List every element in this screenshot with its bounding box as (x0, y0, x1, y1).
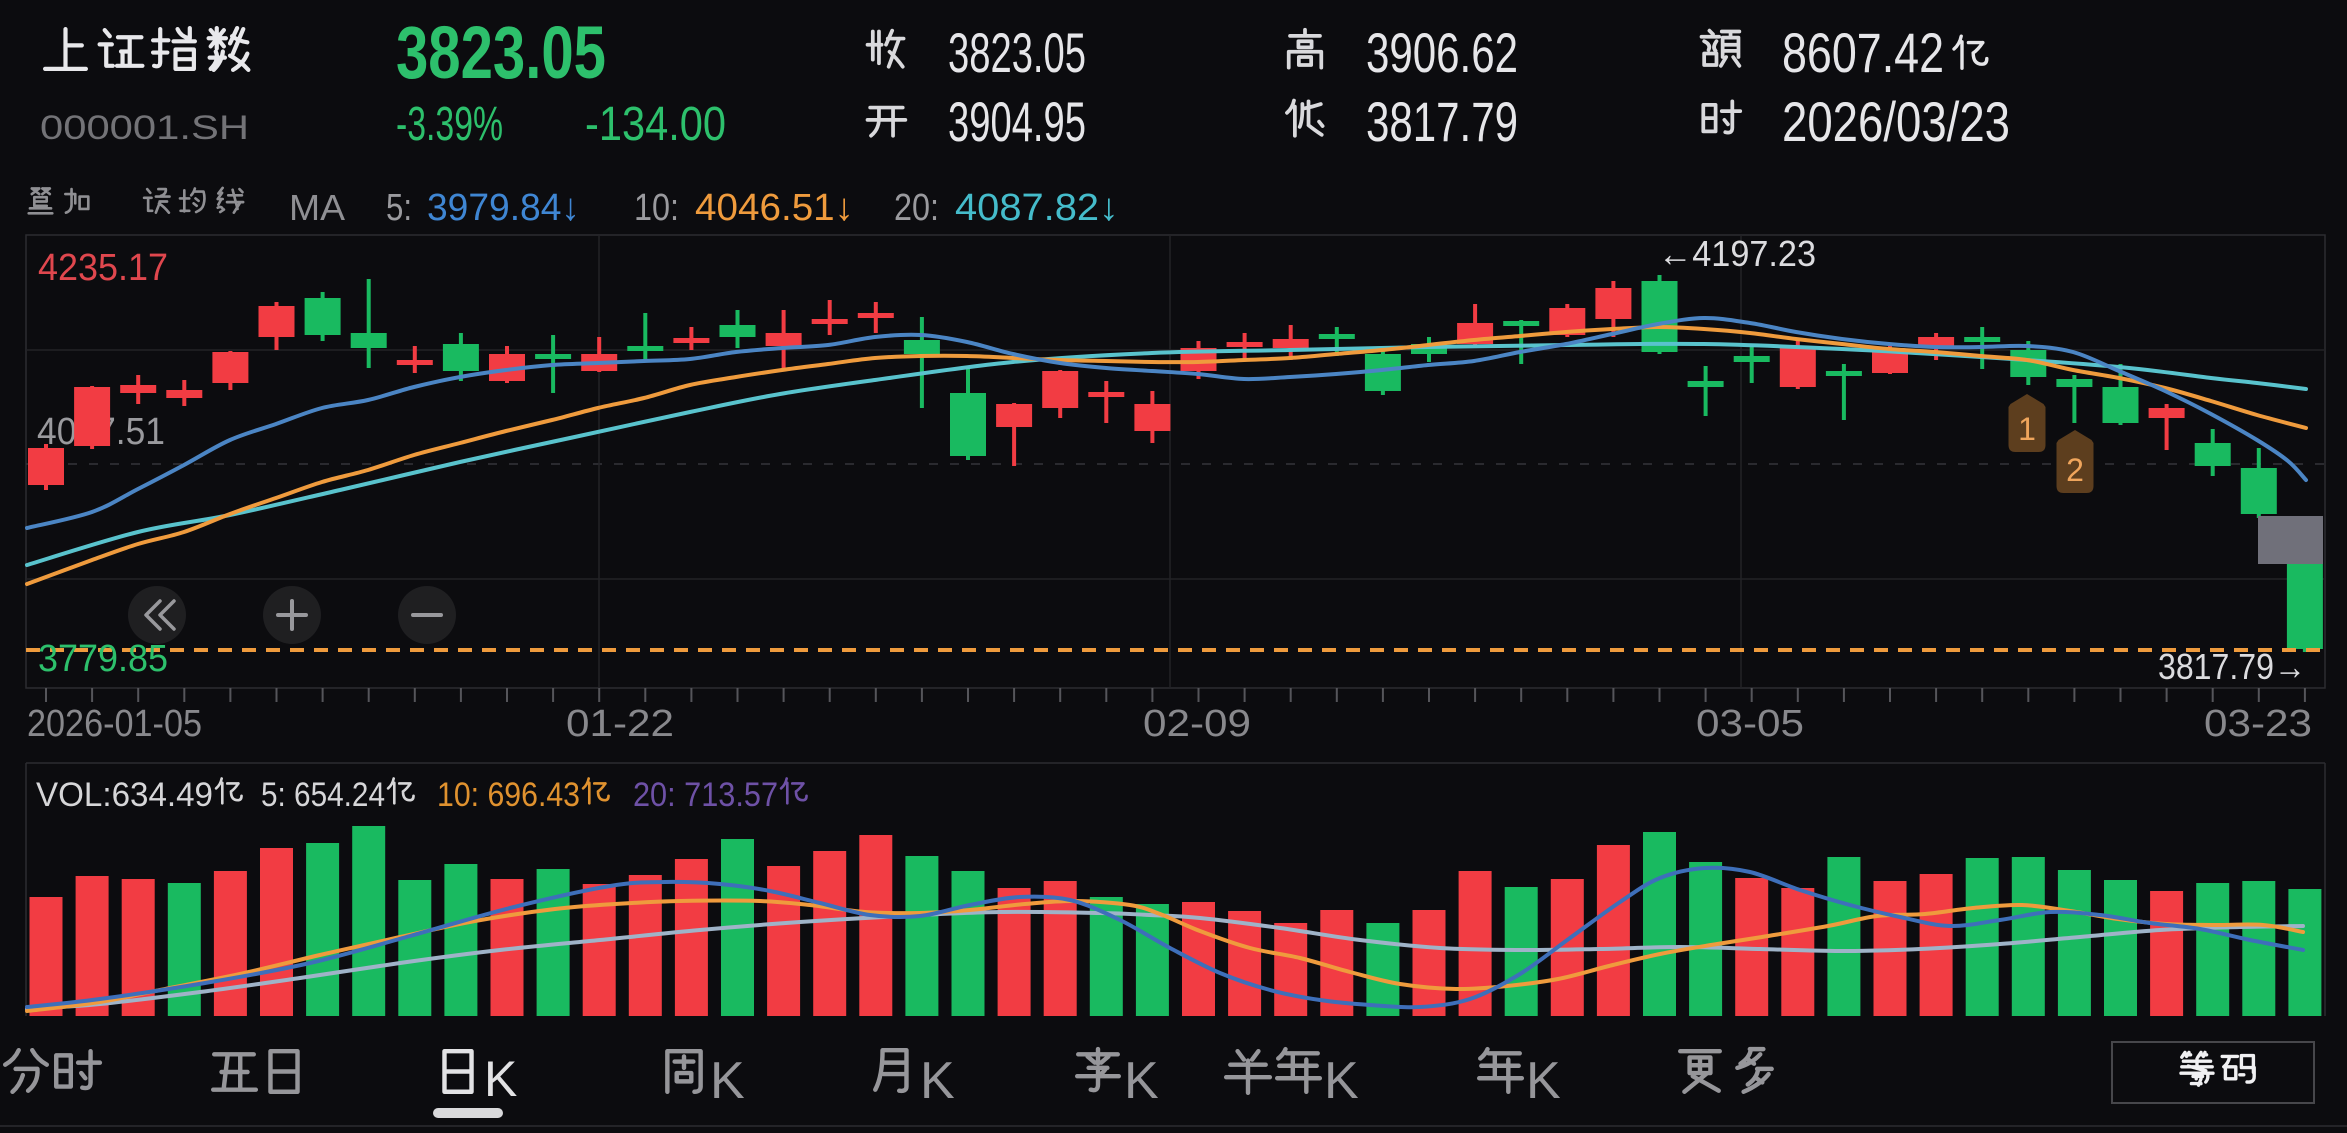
svg-text:5: 654.24: 5: 654.24 (261, 776, 385, 814)
svg-text:3904.95: 3904.95 (948, 90, 1086, 153)
svg-text:1: 1 (2018, 411, 2036, 447)
svg-text:3817.79→: 3817.79→ (2158, 646, 2306, 687)
svg-text:5:: 5: (386, 187, 412, 229)
svg-text:3779.85: 3779.85 (38, 638, 168, 680)
svg-text:20: 713.57: 20: 713.57 (633, 776, 778, 814)
svg-text:3979.84↓: 3979.84↓ (427, 187, 580, 229)
svg-text:01-22: 01-22 (566, 703, 674, 745)
svg-text:2: 2 (2066, 452, 2084, 488)
svg-text:03-23: 03-23 (2204, 703, 2312, 745)
svg-text:K: K (1526, 1052, 1561, 1110)
svg-text:3823.05: 3823.05 (948, 21, 1086, 84)
svg-text:20:: 20: (894, 187, 939, 229)
svg-text:03-05: 03-05 (1696, 703, 1804, 745)
svg-text:4087.82↓: 4087.82↓ (955, 187, 1119, 229)
svg-text:3823.05: 3823.05 (396, 11, 606, 94)
svg-text:-134.00: -134.00 (585, 98, 726, 151)
svg-text:10: 696.43: 10: 696.43 (437, 776, 580, 814)
svg-text:3817.79: 3817.79 (1366, 90, 1518, 153)
svg-text:8607.42: 8607.42 (1782, 21, 1944, 84)
svg-text:4235.17: 4235.17 (38, 247, 168, 289)
svg-text:←4197.23: ←4197.23 (1658, 233, 1816, 274)
svg-text:VOL:634.49: VOL:634.49 (36, 776, 213, 814)
svg-text:MA: MA (289, 187, 345, 228)
svg-text:K: K (920, 1052, 955, 1110)
svg-text:4046.51↓: 4046.51↓ (695, 187, 854, 229)
svg-text:2026-01-05: 2026-01-05 (27, 703, 202, 745)
svg-text:10:: 10: (634, 187, 679, 229)
svg-text:K: K (710, 1052, 745, 1110)
svg-text:-3.39%: -3.39% (396, 98, 503, 151)
svg-text:K: K (1124, 1052, 1159, 1110)
svg-text:2026/03/23: 2026/03/23 (1782, 90, 2010, 153)
svg-text:02-09: 02-09 (1143, 703, 1251, 745)
svg-text:K: K (484, 1051, 517, 1107)
svg-text:K: K (1324, 1052, 1359, 1110)
svg-text:000001.SH: 000001.SH (40, 109, 249, 147)
svg-text:3906.62: 3906.62 (1366, 21, 1518, 84)
